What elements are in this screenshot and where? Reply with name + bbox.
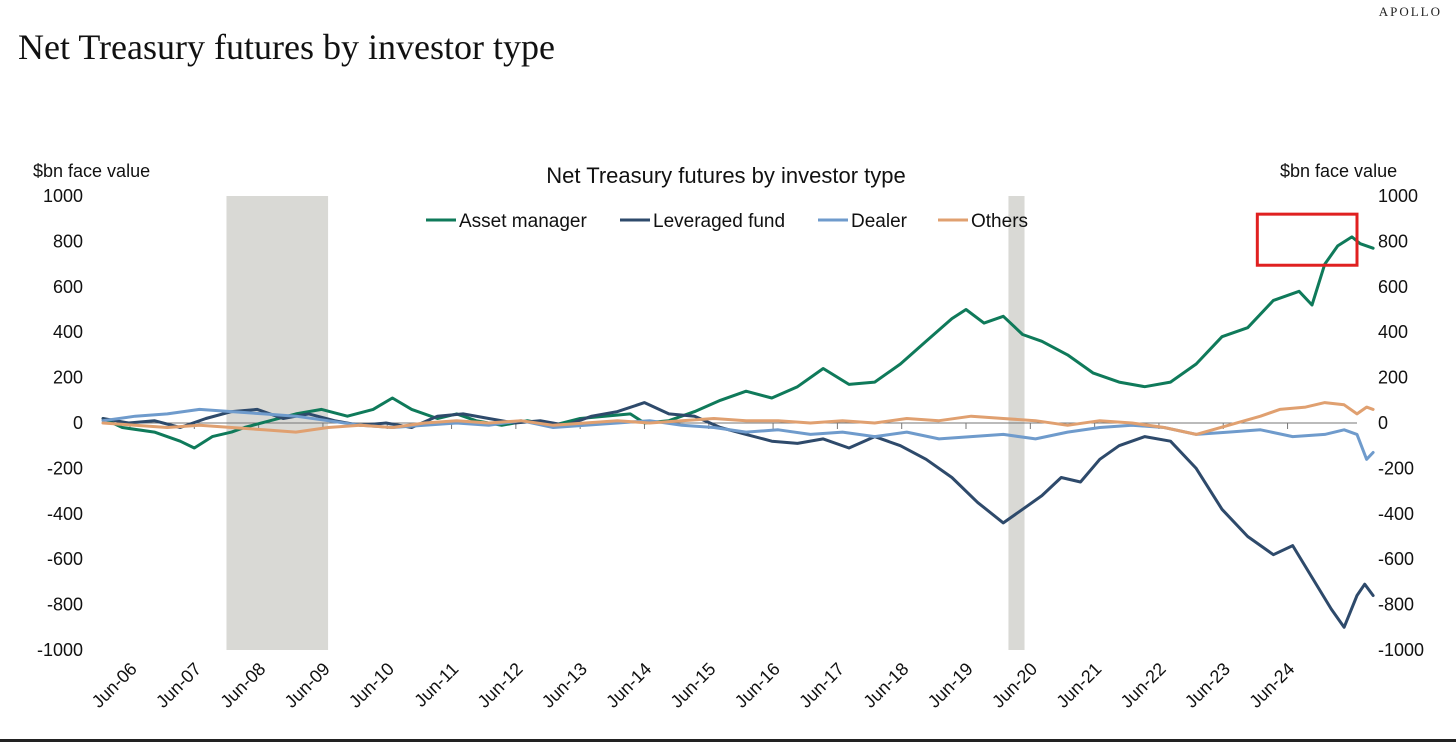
y-tick-label-right: 800 — [1378, 231, 1408, 251]
brand-logo: APOLLO — [1378, 4, 1442, 19]
y-tick-label-right: -1000 — [1378, 640, 1424, 660]
y-tick-label-right: 1000 — [1378, 186, 1418, 206]
x-tick-label: Jun-21 — [1052, 659, 1105, 712]
bottom-rule — [0, 739, 1456, 742]
series-lines — [101, 235, 1375, 629]
x-tick-label: Jun-10 — [345, 659, 398, 712]
chart-title: Net Treasury futures by investor type — [546, 163, 906, 188]
y-tick-label-left: -1000 — [37, 640, 83, 660]
legend-label: Dealer — [851, 211, 908, 232]
y-tick-label-left: 400 — [53, 322, 83, 342]
legend-label: Others — [971, 211, 1028, 232]
x-tick-label: Jun-12 — [474, 659, 527, 712]
y-tick-label-left: 800 — [53, 231, 83, 251]
y-tick-label-right: 0 — [1378, 413, 1388, 433]
y-tick-label-right: -600 — [1378, 549, 1414, 569]
x-tick-label: Jun-17 — [795, 659, 848, 712]
y-tick-label-left: 600 — [53, 277, 83, 297]
y-tick-labels-right: 1000 800 600 400 200 0 -200 -400 -600 -800 -1000 — [1378, 186, 1424, 660]
series-line-others — [101, 401, 1375, 436]
x-tick-label: Jun-19 — [924, 659, 977, 712]
x-tick-label: Jun-07 — [152, 659, 205, 712]
y-tick-label-right: -400 — [1378, 504, 1414, 524]
y-tick-label-right: -200 — [1378, 458, 1414, 478]
x-tick-label: Jun-08 — [216, 659, 269, 712]
y-tick-label-left: -200 — [47, 458, 83, 478]
x-tick-label: Jun-11 — [410, 659, 462, 711]
x-tick-label: Jun-18 — [859, 659, 912, 712]
x-tick-label: Jun-23 — [1181, 659, 1234, 712]
highlight-box — [1255, 212, 1359, 267]
page-title: Net Treasury futures by investor type — [18, 27, 555, 67]
y-tick-label-right: 200 — [1378, 368, 1408, 388]
y-tick-label-left: -400 — [47, 504, 83, 524]
x-tick-label: Jun-06 — [88, 659, 141, 712]
series-line-asset-manager — [101, 235, 1375, 450]
y-tick-label-right: -800 — [1378, 595, 1414, 615]
y-tick-label-left: 1000 — [43, 186, 83, 206]
x-tick-label: Jun-20 — [988, 659, 1041, 712]
legend-label: Asset manager — [459, 211, 587, 232]
y-tick-label-right: 600 — [1378, 277, 1408, 297]
y-tick-label-left: -800 — [47, 595, 83, 615]
x-tick-label: Jun-14 — [602, 659, 655, 712]
x-tick-label: Jun-09 — [281, 659, 334, 712]
x-tick-labels: Jun-06 Jun-07 Jun-08 Jun-09 Jun-10 Jun-11 Jun-… — [88, 659, 1299, 712]
y-axis-title-right: $bn face value — [1280, 161, 1397, 181]
y-axis-title-left: $bn face value — [33, 161, 150, 181]
x-tick-label: Jun-22 — [1117, 659, 1170, 712]
y-tick-label-left: -600 — [47, 549, 83, 569]
legend-label: Leveraged fund — [653, 211, 785, 232]
x-tick-label: Jun-15 — [667, 659, 720, 712]
x-tick-label: Jun-13 — [538, 659, 591, 712]
series-line-dealer — [101, 407, 1375, 461]
y-tick-labels-left: 1000 800 600 400 200 0 -200 -400 -600 -800 -1000 — [37, 186, 83, 660]
legend: Asset manager Leveraged fund Dealer Others — [426, 211, 1028, 232]
x-tick-label: Jun-24 — [1245, 659, 1298, 712]
y-tick-label-right: 400 — [1378, 322, 1408, 342]
x-tick-label: Jun-16 — [731, 659, 784, 712]
y-tick-label-left: 200 — [53, 368, 83, 388]
y-tick-label-left: 0 — [73, 413, 83, 433]
